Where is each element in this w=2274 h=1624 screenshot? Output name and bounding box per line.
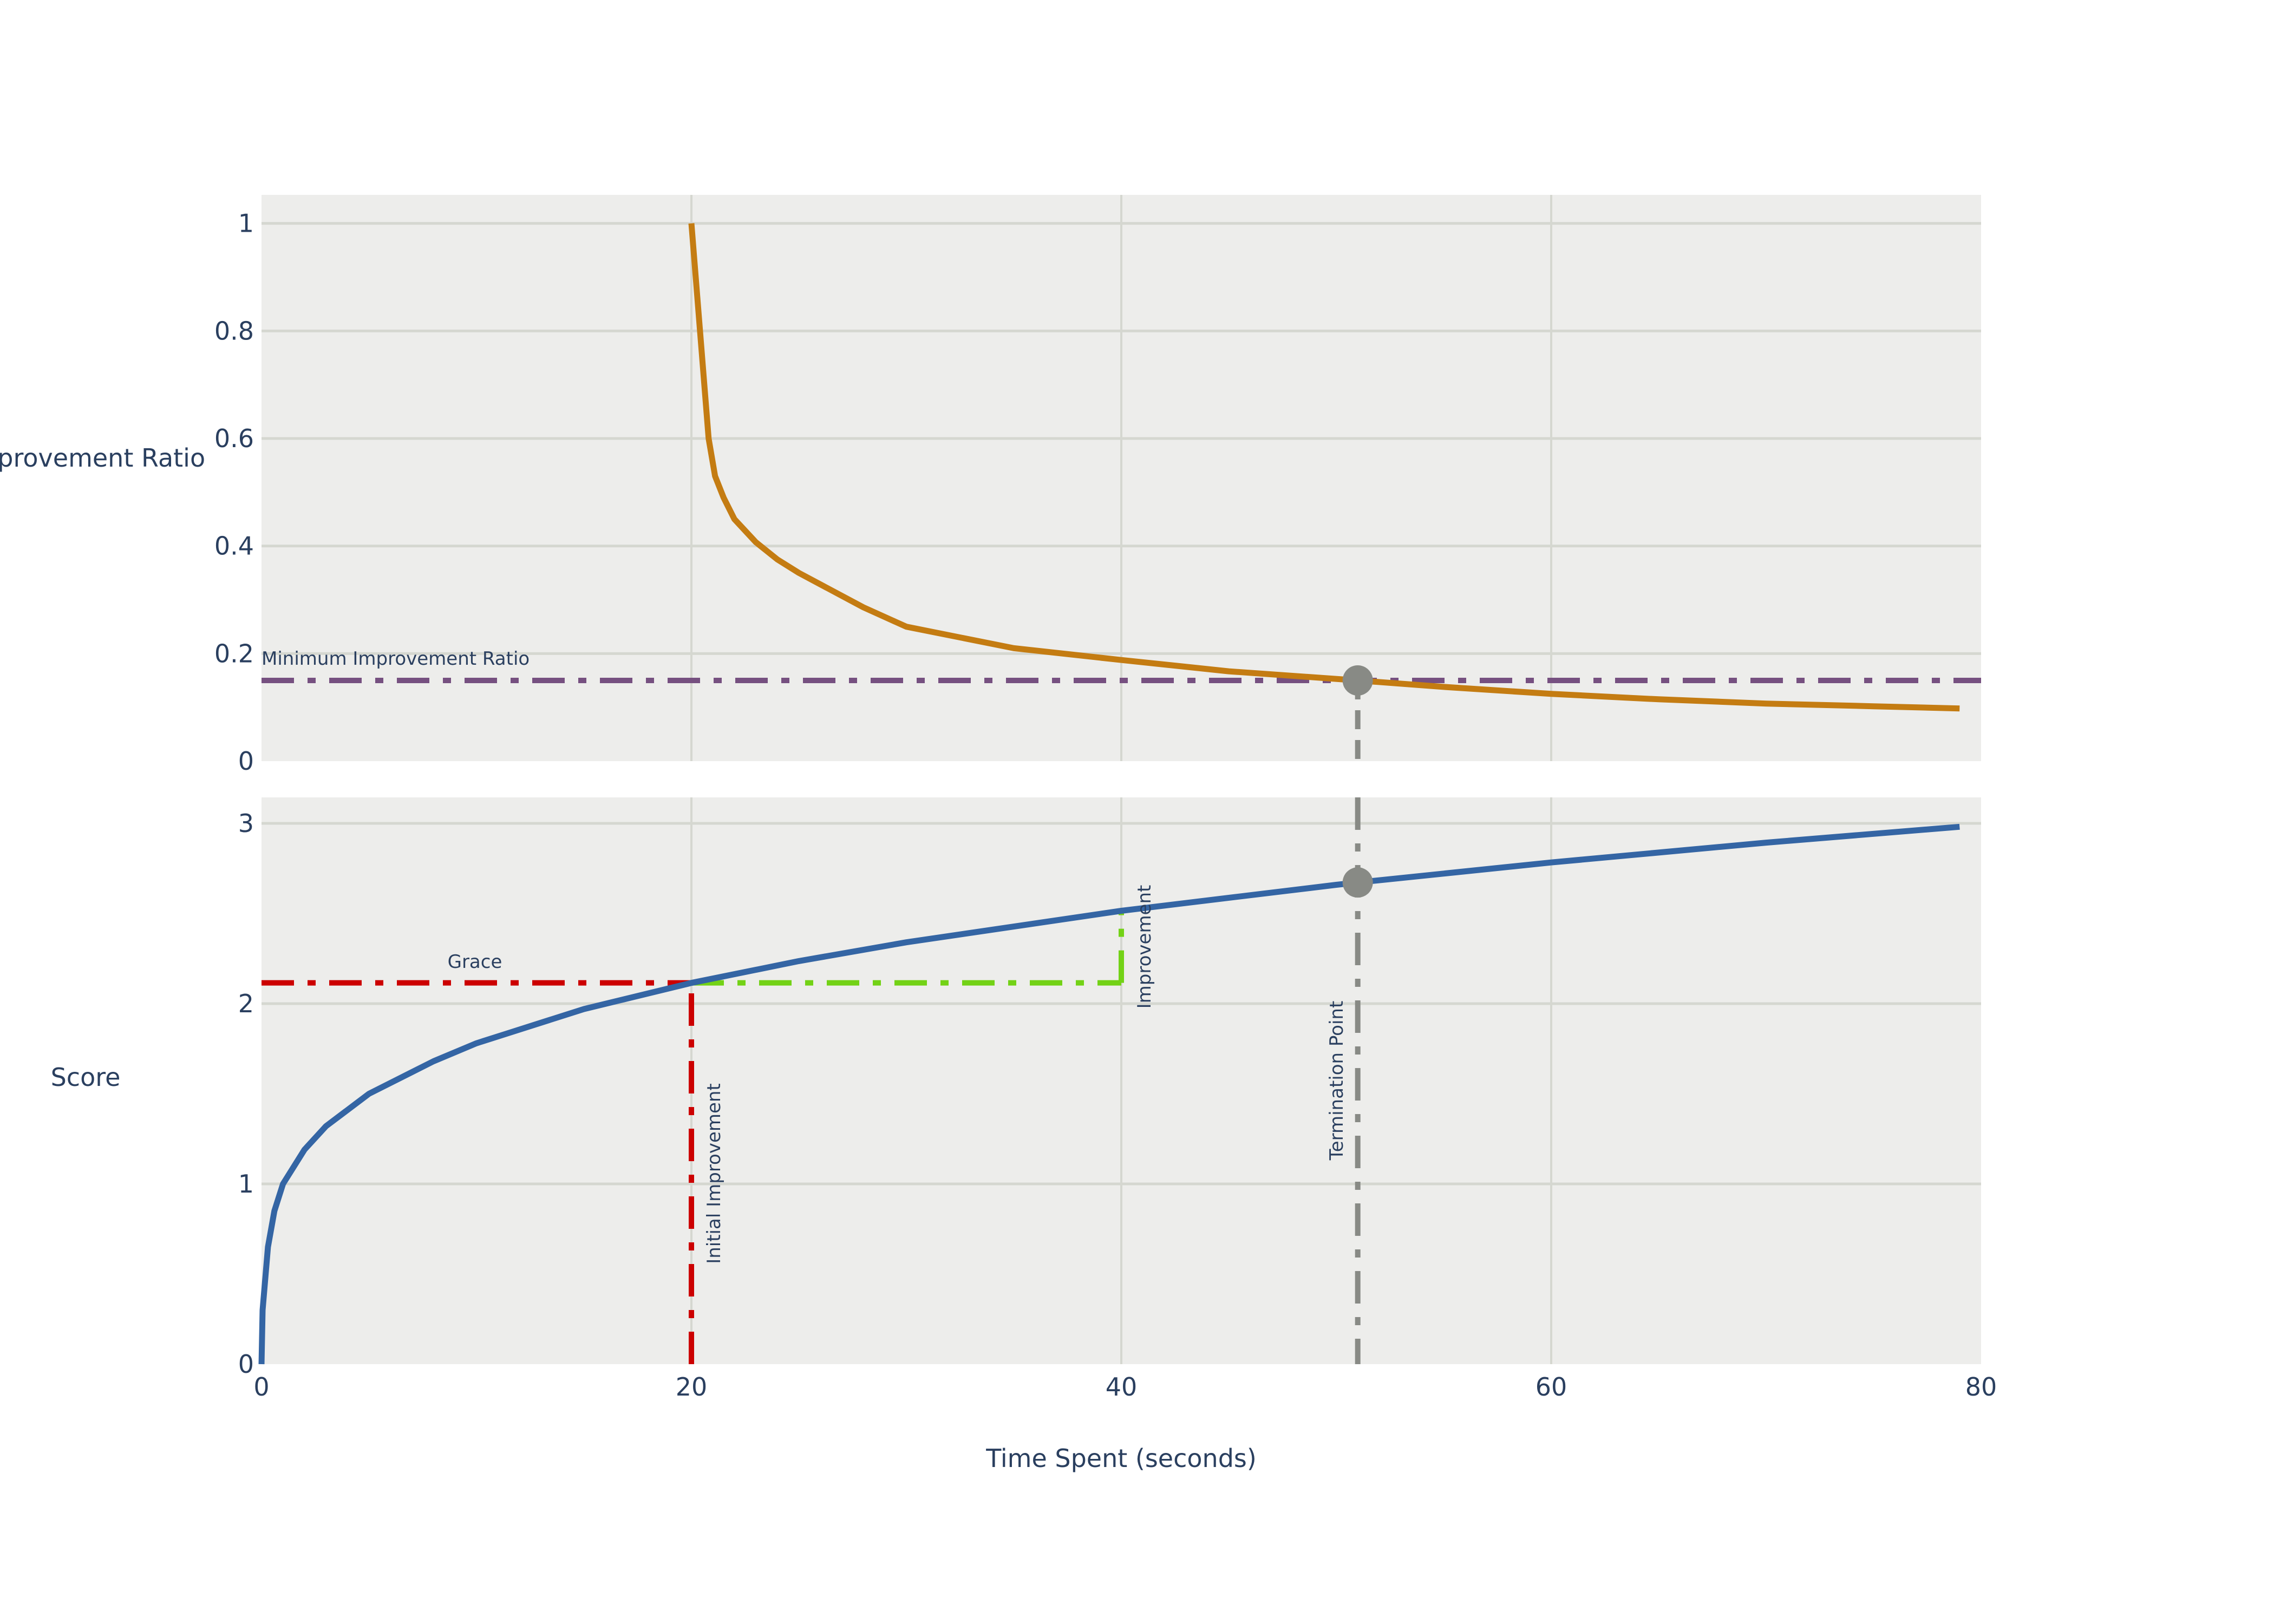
y-axis-title-top: Improvement Ratio <box>0 443 205 473</box>
improvement-ratio-panel: 0 0.2 0.4 0.6 0.8 1 <box>214 195 1981 776</box>
initial-improvement-label: Initial Improvement <box>703 1083 725 1264</box>
top-grid <box>262 195 1981 761</box>
improvement-ratio-line <box>688 223 1960 712</box>
chart-marks <box>258 223 1981 1365</box>
x-axis-title: Time Spent (seconds) <box>985 1444 1257 1473</box>
y-axis-title-bottom: Score <box>51 1063 121 1092</box>
top-y-tick-label: 1 <box>238 209 254 238</box>
bottom-y-tick-label: 1 <box>238 1169 254 1199</box>
x-tick-label: 60 <box>1535 1372 1567 1402</box>
top-y-tick-label: 0.4 <box>214 532 254 561</box>
bottom-y-tick-label: 3 <box>238 809 254 838</box>
score-panel: 0 1 2 3 0 20 40 60 80 <box>238 797 1997 1402</box>
top-y-ticks: 0 0.2 0.4 0.6 0.8 1 <box>214 209 254 776</box>
x-tick-label: 20 <box>676 1372 708 1402</box>
top-y-tick-label: 0 <box>238 746 254 776</box>
bottom-y-tick-label: 0 <box>238 1350 254 1379</box>
termination-marker-ratio <box>1342 665 1373 696</box>
bottom-y-ticks: 0 1 2 3 <box>238 809 254 1379</box>
bottom-y-tick-label: 2 <box>238 989 254 1018</box>
top-y-tick-label: 0.2 <box>214 639 254 668</box>
x-tick-label: 80 <box>1965 1372 1997 1402</box>
top-y-tick-label: 0.6 <box>214 424 254 453</box>
min-improvement-ratio-label: Minimum Improvement Ratio <box>262 648 530 670</box>
x-tick-label: 40 <box>1106 1372 1138 1402</box>
top-y-tick-label: 0.8 <box>214 316 254 345</box>
x-tick-label: 0 <box>253 1372 269 1402</box>
termination-point-label: Termination Point <box>1326 1001 1348 1161</box>
improvement-label: Improvement <box>1134 885 1155 1009</box>
grace-label: Grace <box>448 951 502 973</box>
termination-marker-score <box>1342 867 1373 898</box>
x-axis-ticks: 0 20 40 60 80 <box>253 1372 1997 1402</box>
